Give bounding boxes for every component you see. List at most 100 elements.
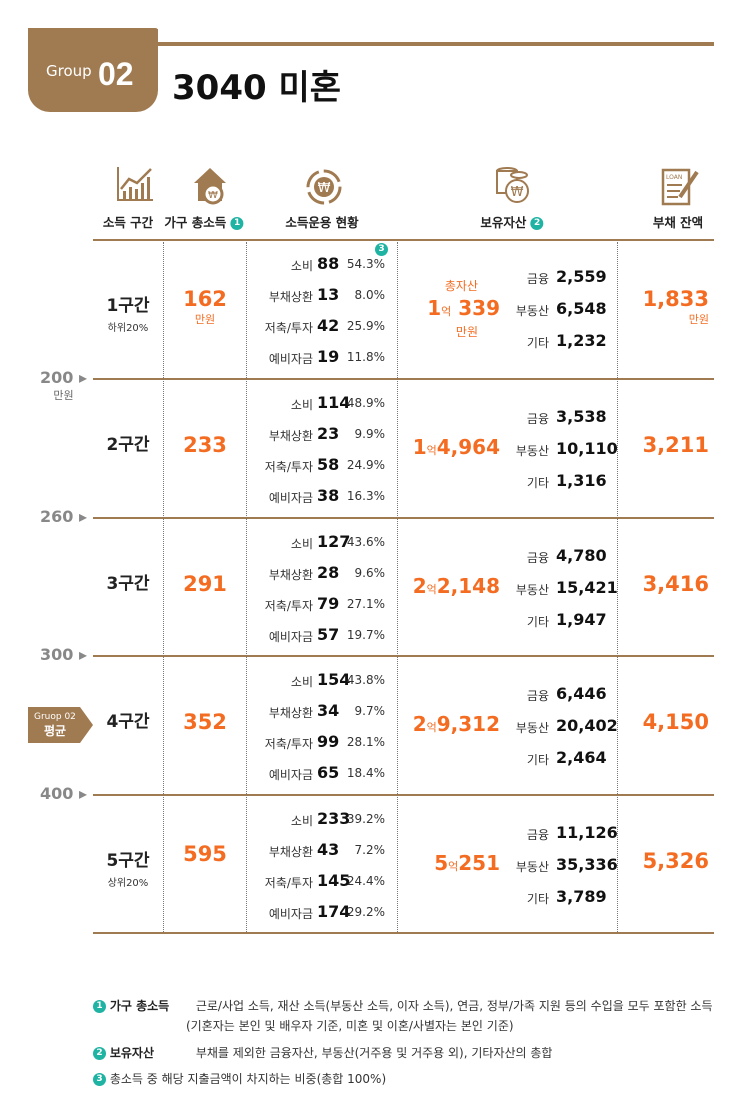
tick-value: 200: [40, 368, 74, 387]
eok-unit: 억: [426, 721, 437, 734]
footnote-text: 근로/사업 소득, 재산 소득(부동산 소득, 이자 소득), 연금, 정부/가…: [195, 999, 713, 1013]
asset-label: 부동산: [515, 721, 549, 735]
usage-label: 부채상환: [268, 429, 313, 443]
table-rule: [93, 517, 714, 519]
usage-percent: 18.4%: [346, 766, 385, 780]
footnote-2: 2 보유자산 부채를 제외한 금융자산, 부동산(거주용 및 거주용 외), 기타…: [93, 1044, 552, 1061]
avg-label: Gruop 02: [34, 712, 76, 722]
usage-value: 58: [317, 455, 340, 474]
table-row: 3구간 291 소비 127 43.6% 부채상환 28 9.6% 저축/투자 79 27.1% 예비…: [93, 519, 714, 656]
usage-percent: 25.9%: [346, 319, 385, 333]
total-asset: 1억4,964: [398, 435, 500, 459]
usage-item: 부채상환 13 8.0%: [245, 285, 397, 308]
usage-percent: 43.6%: [346, 535, 385, 549]
usage-percent: 54.3%: [346, 257, 385, 271]
tick-400: 400 ▸: [40, 784, 88, 803]
footnote-key: 보유자산: [109, 1046, 154, 1060]
rising-bar-chart-icon: [117, 167, 153, 201]
usage-value: 34: [317, 701, 340, 720]
asset-label: 기타: [526, 892, 549, 906]
group-number: 02: [98, 56, 134, 92]
asset-value: 3,789: [556, 887, 607, 906]
group-label: Group: [46, 62, 92, 80]
usage-label: 예비자금: [268, 491, 313, 505]
usage-percent: 27.1%: [346, 597, 385, 611]
income-band: 2구간: [93, 430, 163, 455]
household-income: 233: [165, 433, 245, 457]
asset-label: 기타: [526, 476, 549, 490]
usage-label: 저축/투자: [264, 599, 313, 613]
usage-label: 소비: [290, 259, 313, 273]
usage-item: 예비자금 174 29.2%: [245, 902, 397, 925]
band-sub: 하위20%: [107, 323, 149, 334]
won-cycle-icon: ₩: [306, 169, 342, 205]
usage-label: 부채상환: [268, 706, 313, 720]
unit-label: 만원: [688, 313, 709, 326]
usage-value: 57: [317, 625, 340, 644]
note-marker: 3: [93, 1073, 106, 1086]
usage-percent: 16.3%: [346, 489, 385, 503]
asset-label: 금융: [526, 551, 549, 565]
income-value: 595: [183, 842, 227, 866]
asset-label: 부동산: [515, 583, 549, 597]
column-divider: [397, 242, 398, 932]
band-label: 2구간: [106, 435, 150, 455]
usage-percent: 11.8%: [346, 350, 385, 364]
note-marker-1: 1: [230, 217, 244, 230]
asset-value: 2,464: [556, 748, 607, 767]
asset-value: 6,548: [556, 299, 607, 318]
band-label: 3구간: [106, 574, 150, 594]
asset-value: 1,316: [556, 471, 607, 490]
total-asset-label: 총자산: [444, 279, 478, 293]
asset-value: 6,446: [556, 684, 607, 703]
eok-unit: 억: [441, 305, 452, 318]
usage-value: 23: [317, 424, 340, 443]
asset-label: 부동산: [515, 304, 549, 318]
usage-item: 부채상환 28 9.6%: [245, 563, 397, 586]
asset-value: 3,538: [556, 407, 607, 426]
table-row: 2구간 233 소비 114 48.9% 부채상환 23 9.9% 저축/투자 58 24.9% 예비…: [93, 380, 714, 517]
usage-value: 99: [317, 732, 340, 751]
note-marker-2: 2: [530, 217, 544, 230]
svg-text:₩: ₩: [318, 181, 331, 196]
usage-item: 예비자금 38 16.3%: [245, 486, 397, 509]
usage-value: 174: [317, 902, 351, 921]
eok-value: 2: [412, 574, 427, 598]
house-won-icon: ₩: [194, 168, 226, 205]
asset-label: 기타: [526, 615, 549, 629]
table-rule: [93, 378, 714, 380]
usage-item: 예비자금 19 11.8%: [245, 347, 397, 370]
rest-value: 339: [458, 296, 500, 320]
usage-label: 예비자금: [268, 768, 313, 782]
usage-label: 소비: [290, 537, 313, 551]
page-title: 3040 미혼: [172, 68, 342, 108]
debt-balance: 4,150: [625, 710, 709, 734]
asset-label: 금융: [526, 412, 549, 426]
group-badge: [28, 28, 158, 112]
total-asset: 1억 339: [398, 296, 500, 320]
usage-value: 42: [317, 316, 340, 335]
header-rule: [155, 42, 714, 46]
usage-percent: 48.9%: [346, 396, 385, 410]
usage-item: 저축/투자 58 24.9%: [245, 455, 397, 478]
usage-percent: 9.7%: [354, 704, 386, 718]
tick-value: 400: [40, 784, 74, 803]
asset-value: 11,126: [556, 823, 618, 842]
table-rule: [93, 655, 714, 657]
asset-value: 20,402: [556, 716, 618, 735]
svg-text:₩: ₩: [208, 190, 218, 201]
usage-percent: 43.8%: [346, 673, 385, 687]
usage-percent: 19.7%: [346, 628, 385, 642]
usage-label: 저축/투자: [264, 321, 313, 335]
tick-unit: 만원: [53, 389, 74, 402]
usage-item: 저축/투자 99 28.1%: [245, 732, 397, 755]
asset-value: 2,559: [556, 267, 607, 286]
coin-stack-won-icon: ₩: [496, 167, 529, 203]
usage-item: 부채상환 43 7.2%: [245, 840, 397, 863]
eok-value: 1: [427, 296, 442, 320]
eok-value: 1: [412, 435, 427, 459]
tick-value: 300: [40, 645, 74, 664]
table-row: 4구간 352 소비 154 43.8% 부채상환 34 9.7% 저축/투자 99 28.1% 예비…: [93, 657, 714, 794]
eok-value: 5: [434, 851, 449, 875]
usage-label: 예비자금: [268, 630, 313, 644]
